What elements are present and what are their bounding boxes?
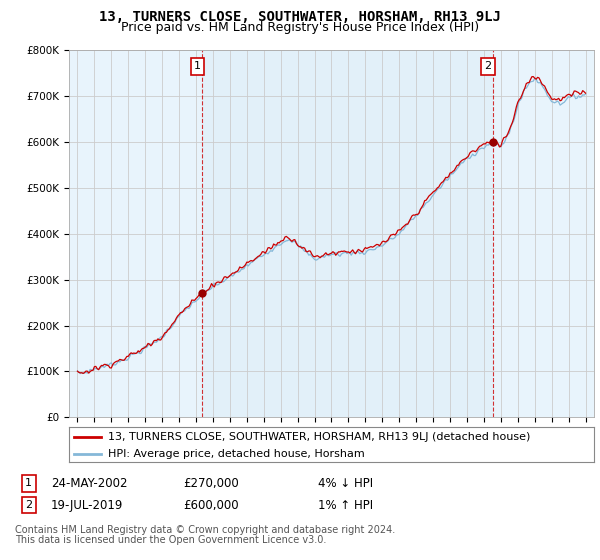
Text: 1: 1: [25, 478, 32, 488]
Text: 13, TURNERS CLOSE, SOUTHWATER, HORSHAM, RH13 9LJ (detached house): 13, TURNERS CLOSE, SOUTHWATER, HORSHAM, …: [109, 432, 531, 442]
Text: 2: 2: [484, 62, 491, 72]
Text: This data is licensed under the Open Government Licence v3.0.: This data is licensed under the Open Gov…: [15, 535, 326, 545]
Text: HPI: Average price, detached house, Horsham: HPI: Average price, detached house, Hors…: [109, 449, 365, 459]
Text: £270,000: £270,000: [183, 477, 239, 490]
Text: 19-JUL-2019: 19-JUL-2019: [51, 498, 124, 512]
Text: Price paid vs. HM Land Registry's House Price Index (HPI): Price paid vs. HM Land Registry's House …: [121, 21, 479, 34]
Text: 24-MAY-2002: 24-MAY-2002: [51, 477, 128, 490]
Text: £600,000: £600,000: [183, 498, 239, 512]
Text: 2: 2: [25, 500, 32, 510]
Text: Contains HM Land Registry data © Crown copyright and database right 2024.: Contains HM Land Registry data © Crown c…: [15, 525, 395, 535]
Text: 1% ↑ HPI: 1% ↑ HPI: [318, 498, 373, 512]
Bar: [202, 50, 493, 417]
Text: 4% ↓ HPI: 4% ↓ HPI: [318, 477, 373, 490]
Text: 1: 1: [194, 62, 201, 72]
Text: 13, TURNERS CLOSE, SOUTHWATER, HORSHAM, RH13 9LJ: 13, TURNERS CLOSE, SOUTHWATER, HORSHAM, …: [99, 10, 501, 24]
